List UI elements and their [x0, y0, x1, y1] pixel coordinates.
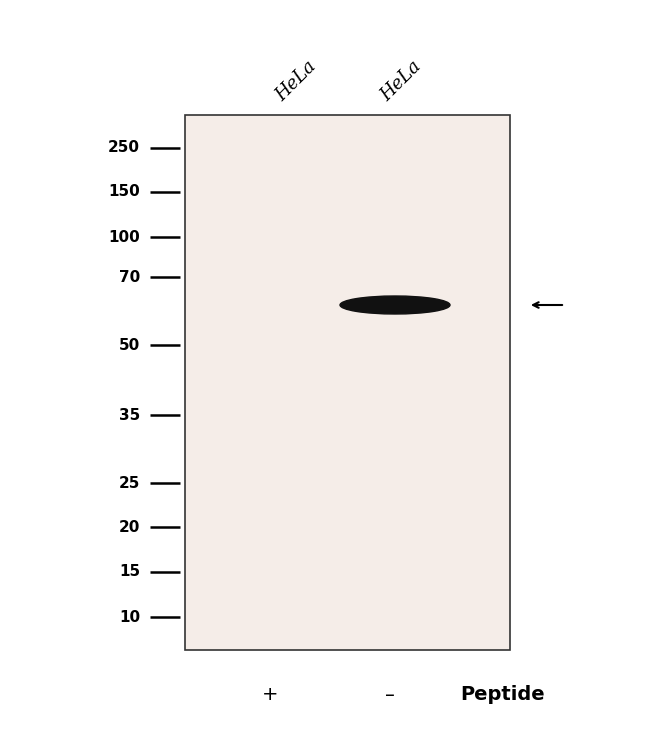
Text: 25: 25 — [118, 476, 140, 490]
Text: 20: 20 — [118, 520, 140, 534]
Text: Peptide: Peptide — [460, 685, 545, 704]
Text: –: – — [385, 685, 395, 704]
Ellipse shape — [340, 296, 450, 314]
Text: 50: 50 — [119, 337, 140, 353]
Text: 100: 100 — [109, 230, 140, 244]
Bar — [185, 115, 510, 650]
Text: HeLa: HeLa — [377, 58, 424, 105]
Text: HeLa: HeLa — [272, 58, 320, 105]
Text: 70: 70 — [119, 269, 140, 285]
Text: 250: 250 — [108, 141, 140, 155]
Text: 10: 10 — [119, 610, 140, 624]
Text: +: + — [262, 685, 278, 704]
Text: 35: 35 — [119, 408, 140, 422]
Text: 15: 15 — [119, 564, 140, 580]
Text: 150: 150 — [109, 184, 140, 200]
